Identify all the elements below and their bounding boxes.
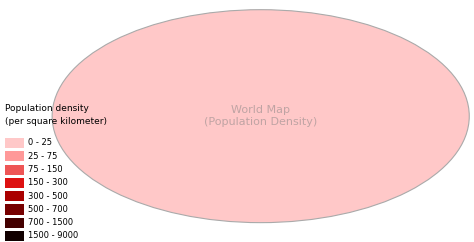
FancyBboxPatch shape — [5, 231, 24, 241]
FancyBboxPatch shape — [5, 204, 24, 215]
Text: 25 - 75: 25 - 75 — [28, 151, 58, 161]
FancyBboxPatch shape — [5, 218, 24, 228]
Text: 1500 - 9000: 1500 - 9000 — [28, 231, 79, 241]
Text: 500 - 700: 500 - 700 — [28, 205, 68, 214]
Text: 75 - 150: 75 - 150 — [28, 165, 63, 174]
Text: Population density: Population density — [5, 104, 89, 113]
FancyBboxPatch shape — [5, 151, 24, 161]
Text: 300 - 500: 300 - 500 — [28, 191, 68, 201]
FancyBboxPatch shape — [5, 165, 24, 175]
Text: 700 - 1500: 700 - 1500 — [28, 218, 73, 227]
FancyBboxPatch shape — [5, 138, 24, 148]
Ellipse shape — [52, 10, 469, 223]
Text: (per square kilometer): (per square kilometer) — [5, 117, 107, 126]
Text: 150 - 300: 150 - 300 — [28, 178, 68, 187]
FancyBboxPatch shape — [5, 191, 24, 201]
FancyBboxPatch shape — [5, 178, 24, 188]
Text: World Map
(Population Density): World Map (Population Density) — [204, 105, 317, 127]
Text: 0 - 25: 0 - 25 — [28, 138, 53, 147]
